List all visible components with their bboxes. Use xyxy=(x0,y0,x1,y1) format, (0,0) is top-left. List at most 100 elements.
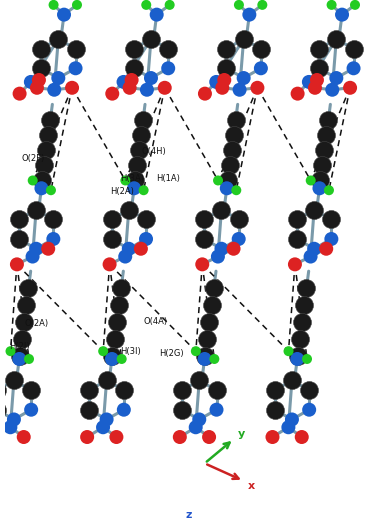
Point xyxy=(177,433,183,441)
Point xyxy=(131,184,137,192)
Point xyxy=(311,244,317,253)
Point xyxy=(16,215,22,224)
Point xyxy=(204,335,210,343)
Point xyxy=(333,35,339,43)
Point xyxy=(38,184,44,192)
Point xyxy=(121,406,127,414)
Point xyxy=(126,244,132,253)
Point xyxy=(38,64,44,73)
Point xyxy=(206,318,212,326)
Point xyxy=(269,433,275,441)
Point xyxy=(294,215,300,224)
Point xyxy=(116,301,122,309)
Point xyxy=(16,235,22,243)
Point xyxy=(148,74,154,82)
Point xyxy=(258,45,264,53)
Point xyxy=(193,423,199,431)
Point xyxy=(109,235,115,243)
Point xyxy=(199,260,205,268)
Point xyxy=(294,235,300,243)
Point xyxy=(73,64,79,73)
Point xyxy=(308,176,314,184)
Point xyxy=(50,235,56,243)
Point xyxy=(143,235,149,243)
Point xyxy=(314,76,320,84)
Text: O(2A): O(2A) xyxy=(24,320,48,328)
Point xyxy=(73,45,79,53)
Point xyxy=(26,355,32,363)
Point xyxy=(25,284,32,292)
Point xyxy=(21,318,27,326)
Point xyxy=(237,85,243,94)
Point xyxy=(165,64,171,73)
Point xyxy=(86,406,92,414)
Point xyxy=(306,406,312,414)
Point xyxy=(317,184,323,192)
Point xyxy=(34,83,40,92)
Point xyxy=(241,74,247,82)
Point xyxy=(317,176,323,184)
Point xyxy=(51,85,57,94)
Text: x: x xyxy=(248,481,255,491)
Point xyxy=(136,146,142,154)
Point xyxy=(28,386,34,394)
Text: z: z xyxy=(186,510,192,518)
Point xyxy=(41,161,48,169)
Point xyxy=(347,83,353,92)
Point xyxy=(254,83,260,92)
Text: H(2A): H(2A) xyxy=(110,186,134,196)
Point xyxy=(201,215,207,224)
Point xyxy=(202,90,208,98)
Point xyxy=(223,45,230,53)
Point xyxy=(51,1,57,9)
Point xyxy=(299,433,305,441)
Point xyxy=(106,260,112,268)
Point xyxy=(7,423,13,431)
Point xyxy=(350,45,356,53)
Text: y: y xyxy=(238,429,245,439)
Point xyxy=(141,186,147,194)
Point xyxy=(127,83,133,92)
Text: H(2G): H(2G) xyxy=(159,349,184,357)
Point xyxy=(316,64,322,73)
Point xyxy=(223,64,230,73)
Point xyxy=(350,64,356,73)
Point xyxy=(218,244,225,253)
Point xyxy=(333,74,339,82)
Point xyxy=(301,301,307,309)
Point xyxy=(306,78,312,86)
Text: O(4A): O(4A) xyxy=(143,318,167,326)
Text: O(2F): O(2F) xyxy=(21,153,44,163)
Point xyxy=(339,10,345,19)
Point xyxy=(43,146,49,154)
Point xyxy=(229,146,235,154)
Point xyxy=(236,215,242,224)
Point xyxy=(122,176,128,184)
Point xyxy=(55,35,61,43)
Point xyxy=(120,78,127,86)
Point xyxy=(48,116,54,124)
Point xyxy=(320,161,326,169)
Point xyxy=(236,235,242,243)
Point xyxy=(329,1,335,9)
Point xyxy=(328,215,334,224)
Point xyxy=(328,235,334,243)
Point xyxy=(352,1,358,9)
Point xyxy=(36,76,42,84)
Point xyxy=(289,376,295,384)
Point xyxy=(104,376,110,384)
Point xyxy=(28,406,34,414)
Point xyxy=(215,176,221,184)
Point xyxy=(131,45,137,53)
Point xyxy=(119,355,125,363)
Point xyxy=(109,355,115,363)
Point xyxy=(304,284,310,292)
Point xyxy=(33,244,39,253)
Point xyxy=(143,1,149,9)
Point xyxy=(45,244,51,253)
Point xyxy=(14,260,20,268)
Point xyxy=(86,386,92,394)
Point xyxy=(179,406,185,414)
Point xyxy=(218,206,225,214)
Point xyxy=(258,64,264,73)
